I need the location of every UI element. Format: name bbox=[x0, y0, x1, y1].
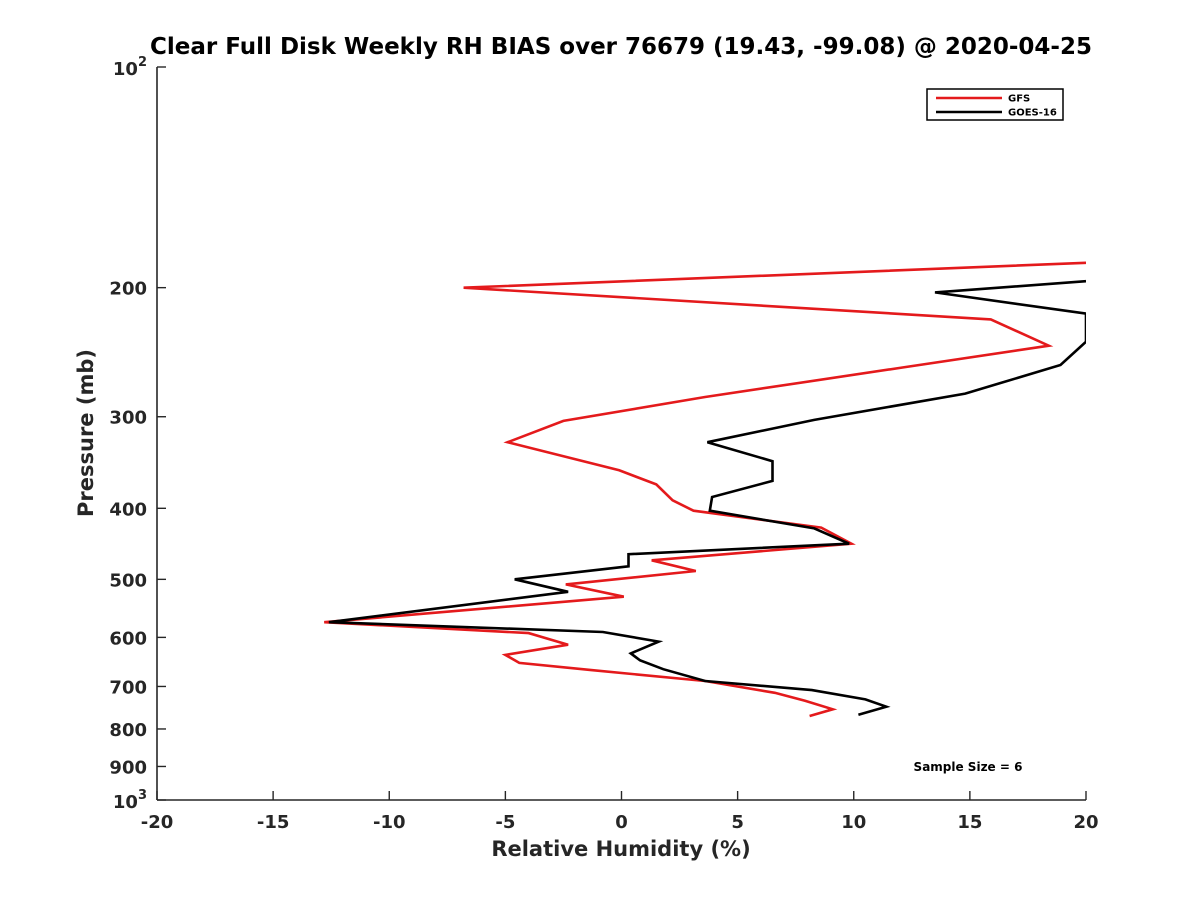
y-tick-label: 800 bbox=[109, 720, 147, 741]
x-tick-label: -10 bbox=[373, 812, 406, 833]
y-tick-label: 500 bbox=[109, 570, 147, 591]
legend-label: GFS bbox=[1008, 94, 1030, 105]
series-line-goes-16 bbox=[328, 279, 1086, 716]
y-axis: 102 200 300 400 500 600 700 800 900 103 bbox=[109, 55, 166, 813]
y-tick-label: 600 bbox=[109, 628, 147, 649]
x-tick-label: 10 bbox=[841, 812, 866, 833]
series-layer bbox=[324, 261, 1086, 718]
plot-area bbox=[157, 67, 1086, 800]
sample-size-annotation: Sample Size = 6 bbox=[914, 760, 1023, 774]
y-tick-label: 300 bbox=[109, 408, 147, 429]
series-line-gfs bbox=[324, 261, 1086, 718]
y-tick-label: 200 bbox=[109, 279, 147, 300]
axes-frame bbox=[157, 67, 1086, 800]
y-tick-label: 102 bbox=[113, 55, 147, 80]
chart-title: Clear Full Disk Weekly RH BIAS over 7667… bbox=[150, 34, 1092, 60]
x-axis: -20 -15 -10 -5 0 5 10 15 20 bbox=[141, 791, 1099, 833]
x-tick-label: -5 bbox=[495, 812, 515, 833]
x-tick-label: -20 bbox=[141, 812, 174, 833]
x-tick-label: 15 bbox=[957, 812, 982, 833]
legend: GFS GOES-16 bbox=[926, 88, 1064, 121]
x-axis-label: Relative Humidity (%) bbox=[491, 837, 750, 861]
x-tick-label: 0 bbox=[615, 812, 628, 833]
y-tick-label: 900 bbox=[109, 757, 147, 778]
y-tick-label: 103 bbox=[113, 788, 147, 813]
x-tick-label: 20 bbox=[1073, 812, 1098, 833]
y-tick-label: 400 bbox=[109, 499, 147, 520]
y-tick-label: 700 bbox=[109, 677, 147, 698]
y-axis-label: Pressure (mb) bbox=[74, 349, 98, 517]
legend-box bbox=[926, 88, 1064, 121]
x-tick-label: -15 bbox=[257, 812, 290, 833]
legend-label: GOES-16 bbox=[1008, 108, 1057, 119]
x-tick-label: 5 bbox=[731, 812, 744, 833]
